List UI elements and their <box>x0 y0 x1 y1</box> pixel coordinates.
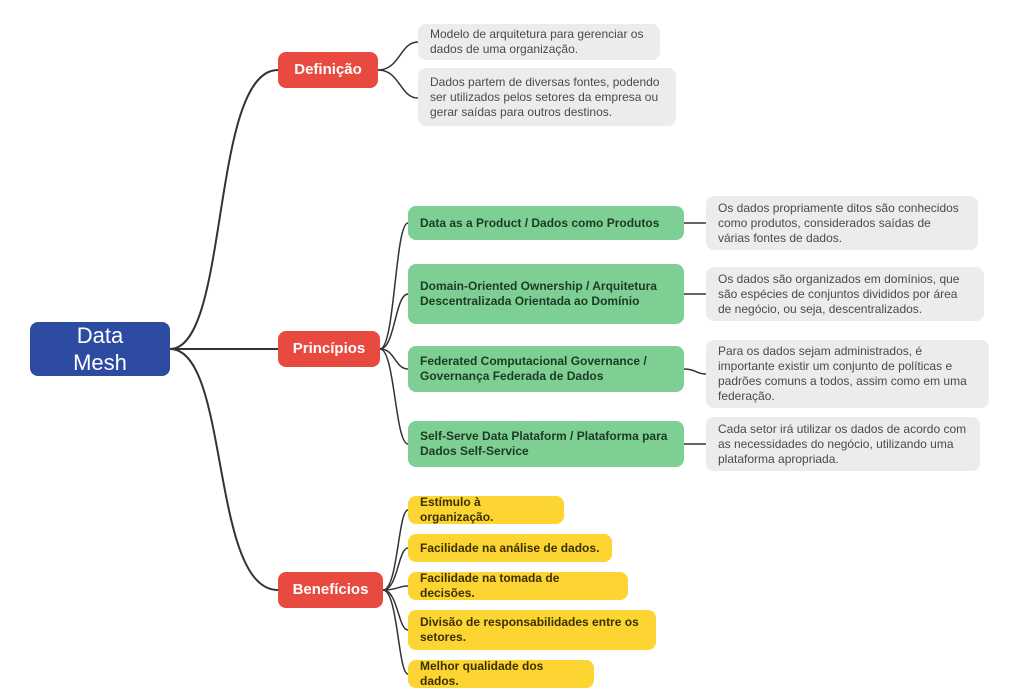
branch-beneficios-label: Benefícios <box>293 581 369 600</box>
beneficio-leaf-3: Divisão de responsabilidades entre os se… <box>408 610 656 650</box>
principio-desc-2: Para os dados sejam administrados, é imp… <box>706 340 989 408</box>
root-node: Data Mesh <box>30 322 170 376</box>
principio-desc-1: Os dados são organizados em domínios, qu… <box>706 267 984 321</box>
definicao-leaf-0: Modelo de arquitetura para gerenciar os … <box>418 24 660 60</box>
principio-desc-3: Cada setor irá utilizar os dados de acor… <box>706 417 980 471</box>
beneficio-leaf-2: Facilidade na tomada de decisões. <box>408 572 628 600</box>
principio-title-3: Self-Serve Data Plataform / Plataforma p… <box>408 421 684 467</box>
principio-desc-0: Os dados propriamente ditos são conhecid… <box>706 196 978 250</box>
principio-title-2: Federated Computacional Governance / Gov… <box>408 346 684 392</box>
beneficio-leaf-0: Estímulo à organização. <box>408 496 564 524</box>
root-label: Data Mesh <box>54 322 146 377</box>
branch-beneficios: Benefícios <box>278 572 383 608</box>
definicao-leaf-1: Dados partem de diversas fontes, podendo… <box>418 68 676 126</box>
principio-title-1: Domain-Oriented Ownership / Arquitetura … <box>408 264 684 324</box>
branch-definicao: Definição <box>278 52 378 88</box>
beneficio-leaf-1: Facilidade na análise de dados. <box>408 534 612 562</box>
principio-title-0: Data as a Product / Dados como Produtos <box>408 206 684 240</box>
branch-principios-label: Princípios <box>293 340 366 359</box>
beneficio-leaf-4: Melhor qualidade dos dados. <box>408 660 594 688</box>
branch-definicao-label: Definição <box>294 61 362 80</box>
branch-principios: Princípios <box>278 331 380 367</box>
